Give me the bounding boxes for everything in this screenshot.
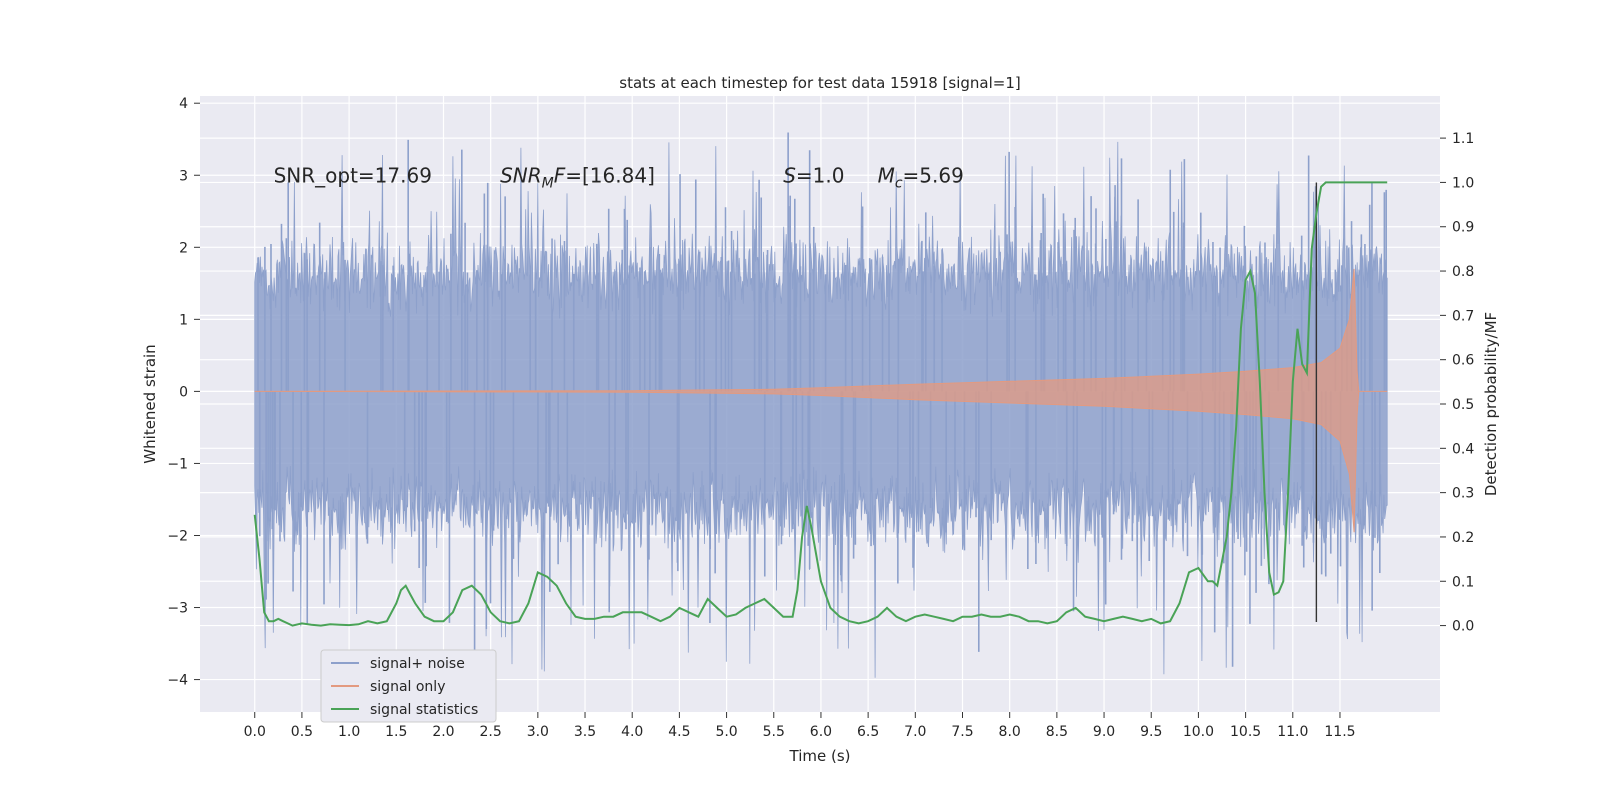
y-tick-label: 4 xyxy=(179,96,188,112)
series-layer xyxy=(253,132,1388,678)
x-tick-label: 2.0 xyxy=(432,724,454,740)
y-tick-label: −1 xyxy=(167,456,188,472)
y-right-tick-label: 0.9 xyxy=(1452,220,1474,236)
y-tick-label: 3 xyxy=(179,168,188,184)
x-tick-label: 9.5 xyxy=(1140,724,1162,740)
series-noise xyxy=(254,132,1388,678)
y-tick-label: −2 xyxy=(167,528,188,544)
y-right-axis-label: Detection probability/MF xyxy=(1482,312,1500,496)
y-tick-label: 1 xyxy=(179,312,188,328)
x-ticks: 0.0 0.5 1.0 1.5 2.0 2.5 3.0 3.5 4.0 4.5 5.0 5.5 6.0 6… xyxy=(244,712,1356,740)
y-right-tick-label: 1.0 xyxy=(1452,175,1474,191)
x-tick-label: 8.0 xyxy=(999,724,1021,740)
y-right-tick-label: 0.3 xyxy=(1452,486,1474,502)
x-tick-label: 3.0 xyxy=(527,724,549,740)
series-statistics-line xyxy=(253,181,1388,627)
x-axis-label: Time (s) xyxy=(789,747,851,765)
annotations: SNR_opt=17.69 SNRMF=[16.84] S=1.0 Mc=5.69 xyxy=(274,163,964,191)
chart-title: stats at each timestep for test data 159… xyxy=(619,74,1020,92)
legend-label-noise: signal+ noise xyxy=(370,656,465,672)
x-tick-label: 10.5 xyxy=(1230,724,1261,740)
x-tick-label: 0.0 xyxy=(244,724,266,740)
annotation-text: S=1.0 xyxy=(783,163,844,187)
annotation-text: SNRMF=[16.84] xyxy=(500,163,655,191)
x-tick-label: 1.0 xyxy=(338,724,360,740)
y-axis-label: Whitened strain xyxy=(141,344,159,463)
legend-label-signal: signal only xyxy=(370,679,445,695)
series-signal xyxy=(254,268,1388,533)
legend-label-statistics: signal statistics xyxy=(370,702,478,718)
y-right-tick-label: 1.1 xyxy=(1452,131,1474,147)
x-tick-label: 7.0 xyxy=(904,724,926,740)
y-right-ticks: 0.0 0.1 0.2 0.3 0.4 0.5 0.6 0.7 0.8 0.9 1.0 1.1 xyxy=(1440,131,1474,635)
x-tick-label: 0.5 xyxy=(291,724,313,740)
y-right-tick-label: 0.8 xyxy=(1452,264,1474,280)
x-tick-label: 4.5 xyxy=(668,724,690,740)
annotation-text: SNR_opt=17.69 xyxy=(274,163,432,187)
x-tick-label: 6.0 xyxy=(810,724,832,740)
x-tick-label: 10.0 xyxy=(1183,724,1214,740)
noise-band xyxy=(254,141,1388,678)
y-right-tick-label: 0.5 xyxy=(1452,397,1474,413)
signal-envelope xyxy=(254,268,1388,533)
y-ticks: −4 −3 −2 −1 0 1 2 3 4 xyxy=(167,96,200,689)
legend: signal+ noise signal only signal statist… xyxy=(320,649,497,723)
x-tick-label: 3.5 xyxy=(574,724,596,740)
x-tick-label: 5.5 xyxy=(763,724,785,740)
legend-frame xyxy=(320,649,497,723)
y-right-tick-label: 0.7 xyxy=(1452,308,1474,324)
x-tick-label: 9.0 xyxy=(1093,724,1115,740)
y-right-tick-label: 0.4 xyxy=(1452,441,1474,457)
y-right-tick-label: 0.6 xyxy=(1452,353,1474,369)
x-tick-label: 1.5 xyxy=(385,724,407,740)
y-right-tick-label: 0.2 xyxy=(1452,530,1474,546)
y-tick-label: −3 xyxy=(167,601,188,617)
y-tick-label: −4 xyxy=(167,673,188,689)
x-tick-label: 6.5 xyxy=(857,724,879,740)
y-tick-label: 2 xyxy=(179,240,188,256)
annotation-text: Mc=5.69 xyxy=(878,163,964,191)
x-tick-label: 8.5 xyxy=(1046,724,1068,740)
x-tick-label: 2.5 xyxy=(480,724,502,740)
y-tick-label: 0 xyxy=(179,384,188,400)
x-tick-label: 4.0 xyxy=(621,724,643,740)
x-tick-label: 7.5 xyxy=(951,724,973,740)
x-tick-label: 11.0 xyxy=(1277,724,1308,740)
x-tick-label: 11.5 xyxy=(1324,724,1355,740)
y-right-tick-label: 0.1 xyxy=(1452,574,1474,590)
y-right-tick-label: 0.0 xyxy=(1452,619,1474,635)
x-tick-label: 5.0 xyxy=(715,724,737,740)
